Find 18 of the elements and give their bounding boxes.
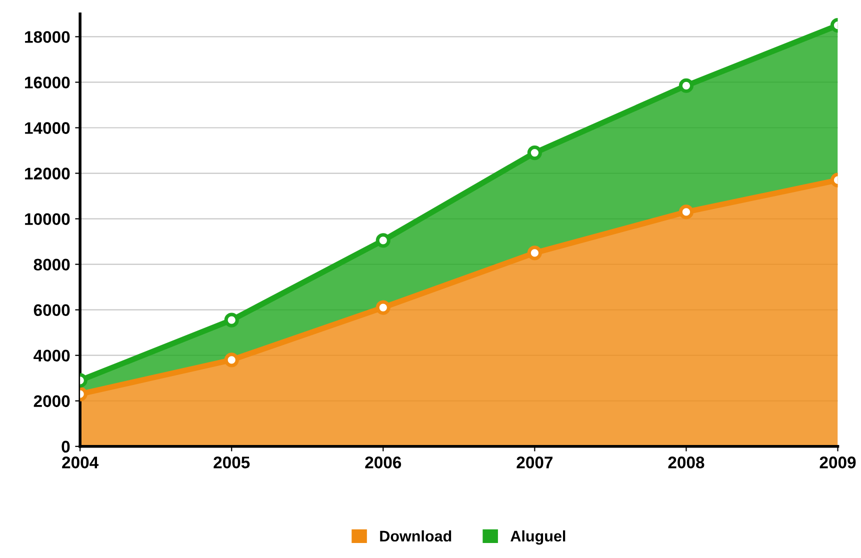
y-tick-label: 8000 xyxy=(34,258,70,271)
x-tick-label: 2009 xyxy=(820,456,856,468)
x-tick-label: 2004 xyxy=(62,456,99,468)
legend-label: Download xyxy=(380,530,452,542)
x-tick-label: 2006 xyxy=(365,456,402,468)
y-tick-label: 4000 xyxy=(34,350,70,362)
y-tick-label: 16000 xyxy=(25,76,70,88)
y-tick-label: 0 xyxy=(62,440,70,453)
x-tick-label: 2007 xyxy=(516,456,552,468)
y-tick-label: 10000 xyxy=(25,213,70,225)
x-tick-label: 2005 xyxy=(214,456,250,468)
y-tick-label: 12000 xyxy=(25,168,70,180)
x-tick-label: 2008 xyxy=(668,456,704,468)
legend-label: Aluguel xyxy=(510,530,566,545)
y-tick-label: 18000 xyxy=(25,31,70,43)
y-tick-label: 6000 xyxy=(34,304,70,316)
y-tick-label: 14000 xyxy=(25,122,70,134)
y-tick-label: 2000 xyxy=(34,395,70,408)
